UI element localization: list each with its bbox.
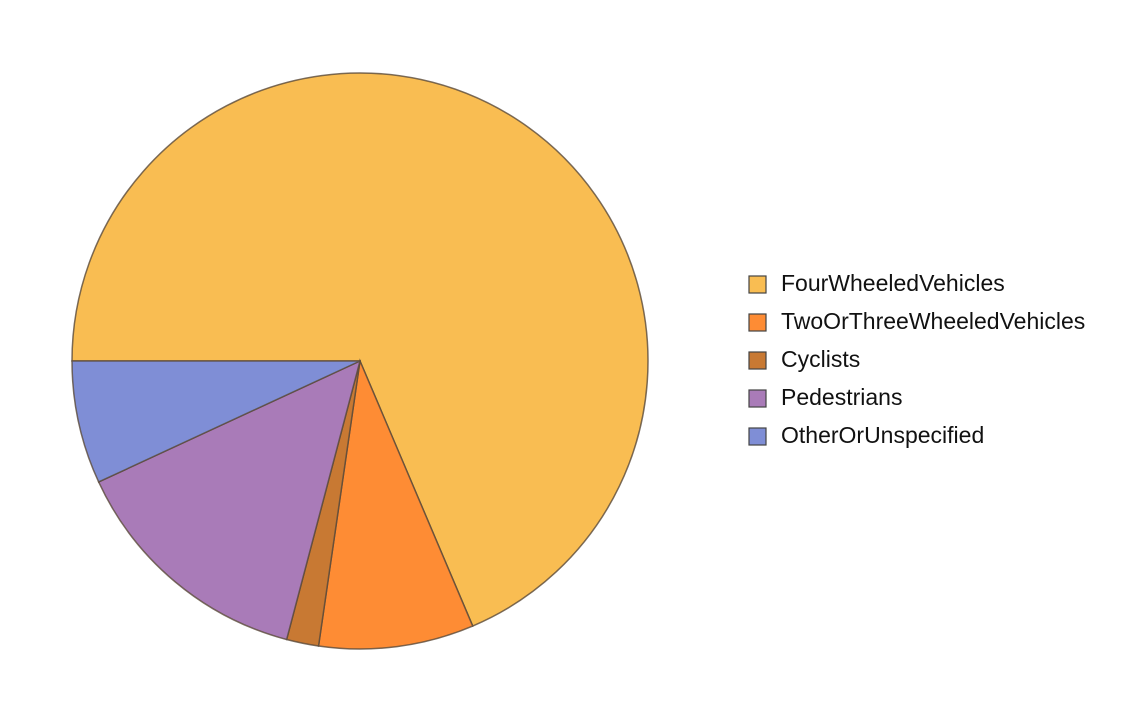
legend-label: OtherOrUnspecified (781, 422, 984, 448)
pie-slice (71, 360, 361, 483)
legend-swatch (748, 389, 767, 408)
legend-swatch (748, 427, 767, 446)
legend-swatch (748, 313, 767, 332)
legend-swatch (748, 275, 767, 294)
pie-slice (97, 359, 362, 641)
legend-swatch (748, 351, 767, 370)
pie-slice (71, 72, 649, 628)
legend-label: TwoOrThreeWheeledVehicles (781, 308, 1085, 334)
legend-label: Cyclists (781, 346, 860, 372)
pie-slice (317, 358, 474, 650)
legend-label: FourWheeledVehicles (781, 270, 1005, 296)
legend-label: Pedestrians (781, 384, 902, 410)
